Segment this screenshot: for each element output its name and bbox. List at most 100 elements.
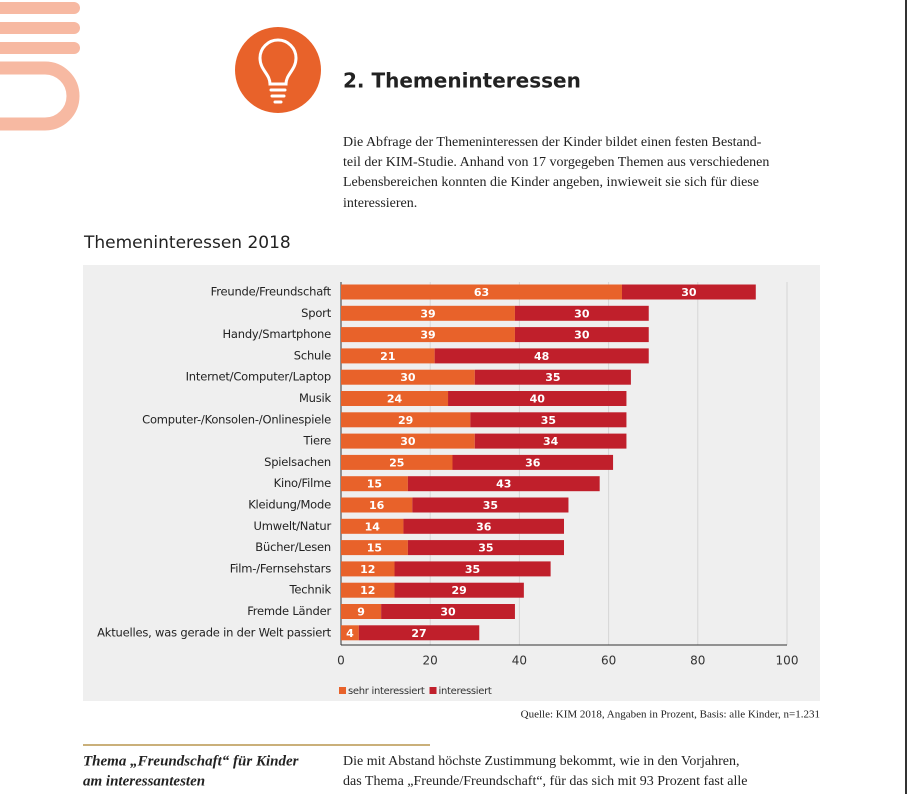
bar-segment (341, 476, 408, 492)
value-label: 15 (367, 542, 382, 555)
decoration (0, 2, 80, 131)
bar-segment (403, 518, 564, 534)
intro-line: teil der KIM-Studie. Anhand von 17 vorge… (343, 155, 769, 170)
category-label: Computer-/Konsolen-/Onlinespiele (142, 412, 331, 426)
category-label: Internet/Computer/Laptop (186, 370, 331, 384)
icon-circle (235, 27, 321, 113)
bar-segment (407, 476, 600, 492)
value-label: 24 (387, 393, 403, 406)
body-line: das Thema „Freunde/Freundschaft“, für da… (343, 774, 747, 789)
category-label: Bücher/Lesen (255, 540, 331, 554)
category-label: Sport (301, 306, 332, 320)
value-label: 35 (465, 563, 480, 576)
value-label: 30 (400, 435, 416, 448)
bar-segment (341, 391, 449, 406)
value-label: 14 (365, 520, 381, 533)
x-tick-label: 60 (601, 654, 616, 668)
value-label: 35 (541, 414, 556, 427)
sidebar-heading: am interessantesten (83, 773, 205, 789)
legend-label: sehr interessiert (348, 686, 425, 697)
bar-segment (341, 518, 404, 534)
value-label: 30 (681, 286, 697, 299)
value-label: 12 (360, 563, 375, 576)
bar-segment (394, 582, 524, 598)
category-label: Freunde/Freundschaft (211, 285, 332, 299)
value-label: 39 (420, 329, 435, 342)
stripe (0, 2, 80, 14)
stripe (0, 42, 80, 54)
category-label: Spielsachen (264, 455, 331, 469)
x-tick-label: 100 (776, 654, 799, 668)
bar-segment (514, 305, 649, 321)
bar-segment (341, 369, 475, 385)
section-title: 2. Themeninteressen (343, 69, 581, 93)
legend-label: interessiert (439, 686, 492, 697)
legend-swatch (429, 687, 437, 694)
value-label: 25 (389, 456, 404, 469)
bar-segment (341, 625, 359, 641)
value-label: 16 (369, 499, 385, 512)
stripe (0, 22, 80, 34)
chart: 0 20 40 60 80 100 Freunde/Freundschaft 63 30 Spor… (97, 282, 798, 697)
bar-segment (474, 369, 631, 385)
bar-segment (341, 582, 395, 598)
bar-segment (341, 412, 471, 428)
bar-segment (341, 497, 413, 513)
source: Quelle: KIM 2018, Angaben in Prozent, Ba… (521, 709, 820, 721)
bar-segment (470, 412, 627, 428)
value-label: 35 (483, 499, 498, 512)
x-tick-label: 40 (512, 654, 527, 668)
bar-segment (341, 604, 382, 619)
bar-segment (434, 348, 649, 364)
bar-segment (452, 454, 614, 470)
chart-title: Themeninteressen 2018 (83, 233, 291, 253)
value-label: 40 (530, 393, 546, 406)
value-label: 48 (534, 350, 549, 363)
bar-segment (341, 433, 475, 449)
bar-segment (341, 284, 622, 300)
bar-segment (341, 561, 395, 577)
value-label: 34 (543, 435, 559, 448)
value-label: 35 (545, 371, 560, 384)
category-label: Technik (288, 583, 331, 597)
x-tick-label: 80 (690, 654, 705, 668)
bulb-icon (258, 38, 298, 104)
category-label: Film-/Fernsehstars (230, 561, 332, 575)
bar-segment (394, 561, 551, 577)
bar-segment (407, 540, 564, 556)
value-label: 30 (574, 307, 590, 320)
value-label: 43 (496, 478, 511, 491)
category-label: Tiere (303, 434, 332, 448)
legend-swatch (339, 687, 346, 694)
value-label: 27 (411, 627, 426, 640)
value-label: 4 (346, 627, 354, 640)
bar-segment (341, 454, 453, 470)
value-label: 35 (478, 542, 493, 555)
bar-segment (621, 284, 756, 300)
category-label: Musik (299, 391, 332, 405)
category-label: Handy/Smartphone (222, 327, 331, 341)
bar-segment (341, 305, 515, 321)
bar-segment (412, 497, 569, 513)
bar-segment (341, 540, 408, 556)
value-label: 36 (476, 520, 492, 533)
value-label: 12 (360, 584, 375, 597)
sidebar-heading: Thema „Freundschaft“ für Kinder (83, 753, 299, 769)
bar-segment (448, 391, 627, 406)
value-label: 63 (474, 286, 489, 299)
intro-line: Die Abfrage der Themeninteressen der Kin… (343, 135, 762, 150)
body-line: Die mit Abstand höchste Zustimmung bekom… (343, 754, 740, 769)
bar-segment (341, 327, 515, 343)
category-label: Umwelt/Natur (254, 519, 332, 533)
category-label: Kino/Filme (274, 476, 332, 490)
bar-segment (514, 327, 649, 343)
value-label: 29 (398, 414, 413, 427)
bar-segment (474, 433, 627, 449)
category-label: Fremde Länder (247, 604, 331, 618)
value-label: 39 (420, 307, 435, 320)
arc (0, 61, 80, 131)
bar-segment (358, 625, 480, 641)
bar-segment (381, 604, 515, 619)
x-tick-label: 20 (423, 654, 438, 668)
